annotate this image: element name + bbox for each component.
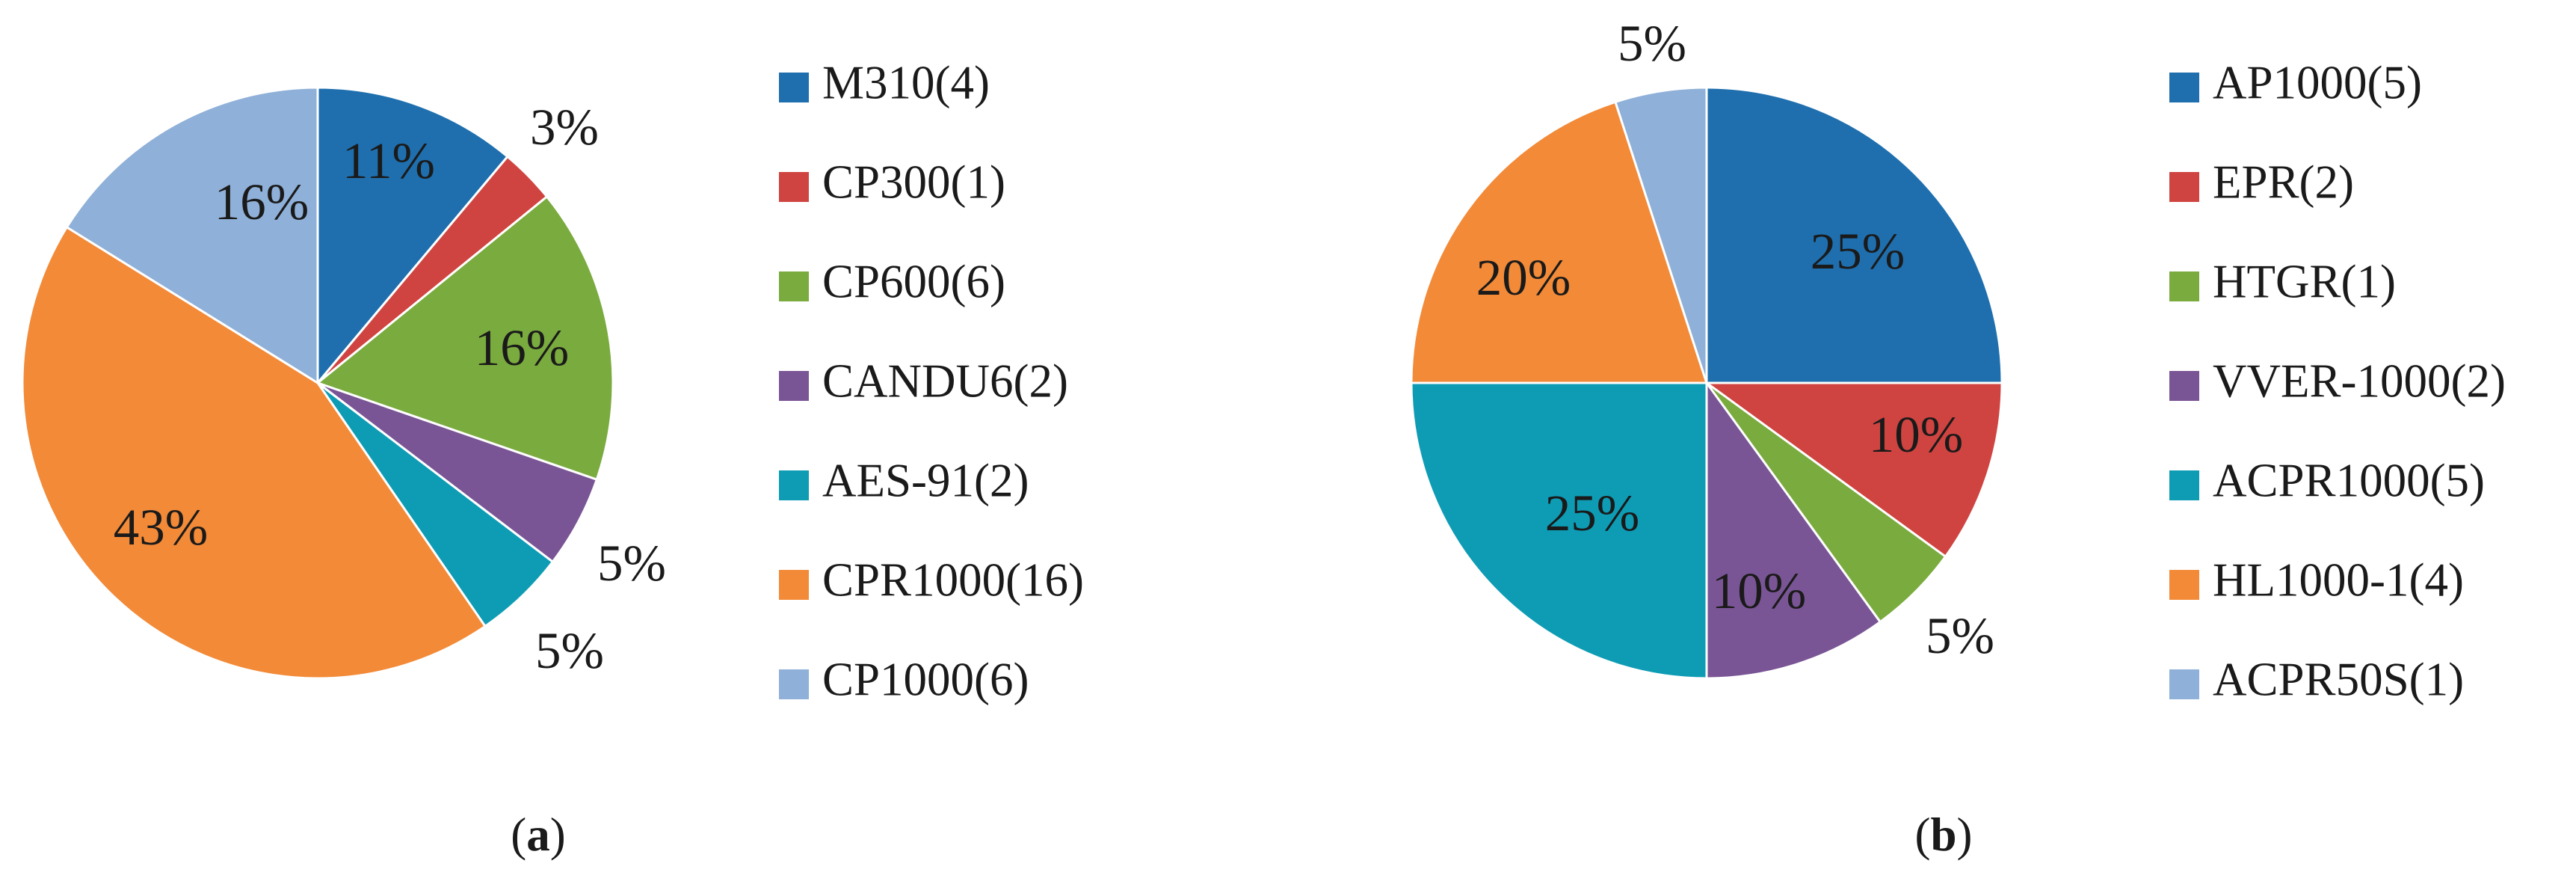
legend-item: M310(4) xyxy=(779,56,990,108)
legend-label: CPR1000(16) xyxy=(822,553,1084,606)
legend-label: AP1000(5) xyxy=(2213,56,2422,108)
legend-item: CP600(6) xyxy=(779,255,1005,307)
pie-slice-cp600-6 xyxy=(315,194,614,482)
legend-swatch xyxy=(2169,570,2199,600)
legend-swatch xyxy=(779,371,809,401)
caption-paren-close: ) xyxy=(1957,808,1973,861)
legend-item: HL1000-1(4) xyxy=(2169,553,2464,606)
data-label: 25% xyxy=(1811,223,1905,280)
pie-slices xyxy=(21,86,614,680)
legend-label: ACPR1000(5) xyxy=(2213,454,2485,506)
panel-caption: (b) xyxy=(1914,808,1972,861)
legend-item: CANDU6(2) xyxy=(779,355,1068,407)
data-label: 16% xyxy=(475,319,569,376)
legend-swatch xyxy=(779,470,809,500)
data-label: 43% xyxy=(114,499,208,556)
legend-swatch xyxy=(2169,73,2199,102)
legend-label: AES-91(2) xyxy=(822,454,1029,506)
legend-swatch xyxy=(779,172,809,202)
pie-slice-cpr1000-16 xyxy=(21,225,487,680)
pie-chart-a: 11% 3% 16% 5% 5% 43% 16% M310(4) CP300(1) CP600(6… xyxy=(21,56,1084,861)
data-label: 5% xyxy=(535,622,604,679)
legend-swatch xyxy=(779,570,809,600)
caption-paren-open: ( xyxy=(1914,808,1930,861)
pie-slice-vver-1000-2 xyxy=(1705,379,1882,680)
data-labels: 25% 10% 5% 10% 25% 20% 5% xyxy=(1476,15,1994,664)
pie-slices xyxy=(1410,86,2003,680)
pie-slice-epr-2 xyxy=(1703,381,2003,559)
legend-swatch xyxy=(779,73,809,102)
data-labels: 11% 3% 16% 5% 5% 43% 16% xyxy=(114,99,666,679)
legend-item: ACPR50S(1) xyxy=(2169,653,2464,705)
legend-item: VVER-1000(2) xyxy=(2169,355,2506,407)
pie-slice-ap1000-5 xyxy=(1705,86,2003,384)
legend-item: CP1000(6) xyxy=(779,653,1029,705)
data-label: 20% xyxy=(1476,249,1571,306)
legend-item: CPR1000(16) xyxy=(779,553,1084,606)
legend-label: CANDU6(2) xyxy=(822,355,1068,407)
panel-caption: (a) xyxy=(511,808,565,861)
caption-paren-open: ( xyxy=(511,808,526,861)
legend-label: ACPR50S(1) xyxy=(2213,653,2464,705)
legend-swatch xyxy=(2169,470,2199,500)
legend-label: VVER-1000(2) xyxy=(2213,355,2506,407)
legend-item: EPR(2) xyxy=(2169,156,2354,208)
legend-label: HTGR(1) xyxy=(2213,255,2396,307)
legend-swatch xyxy=(2169,371,2199,401)
caption-letter: b xyxy=(1930,808,1956,861)
legend-label: CP300(1) xyxy=(822,156,1005,208)
pie-slice-hl1000-1-4 xyxy=(1410,100,1709,384)
caption-paren-close: ) xyxy=(550,808,566,861)
legend: M310(4) CP300(1) CP600(6) CANDU6(2) AES-91(2… xyxy=(779,56,1084,705)
data-label: 25% xyxy=(1545,485,1639,541)
pie-slice-acpr50s-1 xyxy=(1614,86,1708,384)
data-label: 5% xyxy=(597,535,666,592)
legend-item: AES-91(2) xyxy=(779,454,1029,506)
pie-slice-cp1000-6 xyxy=(65,86,319,385)
legend-label: M310(4) xyxy=(822,56,990,108)
legend-swatch xyxy=(779,271,809,301)
data-label: 3% xyxy=(530,99,599,156)
data-label: 10% xyxy=(1712,562,1806,619)
data-label: 5% xyxy=(1926,607,1994,664)
legend-swatch xyxy=(779,669,809,699)
legend-item: AP1000(5) xyxy=(2169,56,2422,108)
legend-label: HL1000-1(4) xyxy=(2213,553,2464,606)
legend-item: HTGR(1) xyxy=(2169,255,2396,307)
legend-label: CP600(6) xyxy=(822,255,1005,307)
legend-label: CP1000(6) xyxy=(822,653,1029,705)
legend-item: CP300(1) xyxy=(779,156,1005,208)
legend-swatch xyxy=(2169,669,2199,699)
pie-chart-b: 25% 10% 5% 10% 25% 20% 5% AP1000(5) EPR(2) HTGR(1… xyxy=(1410,15,2506,861)
pie-slice-acpr1000-5 xyxy=(1410,381,1708,680)
data-label: 16% xyxy=(215,174,309,230)
data-label: 11% xyxy=(342,132,435,189)
legend: AP1000(5) EPR(2) HTGR(1) VVER-1000(2) ACPR10… xyxy=(2169,56,2506,705)
legend-label: EPR(2) xyxy=(2213,156,2354,208)
pie-slice-m310-4 xyxy=(316,86,510,387)
caption-letter: a xyxy=(526,808,550,861)
legend-item: ACPR1000(5) xyxy=(2169,454,2485,506)
legend-swatch xyxy=(2169,172,2199,202)
data-label: 10% xyxy=(1869,406,1963,463)
data-label: 5% xyxy=(1618,15,1686,72)
legend-swatch xyxy=(2169,271,2199,301)
